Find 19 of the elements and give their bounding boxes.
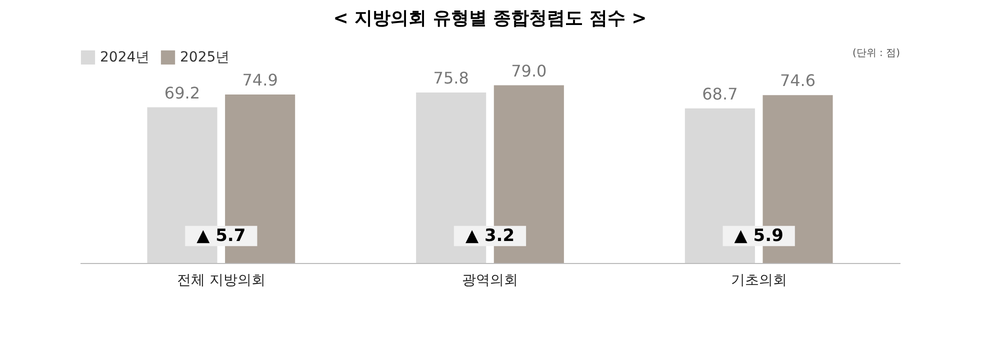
annotation: ▲ 3.2 (465, 226, 515, 246)
x-tick-label: 전체 지방의회 (176, 272, 266, 288)
data-label: 79.0 (511, 61, 547, 80)
text: (단위 : 점) (852, 48, 900, 59)
annotation: ▲ 5.7 (196, 226, 246, 246)
x-tick-label: 기초의회 (730, 272, 787, 288)
data-label: 69.2 (164, 83, 200, 102)
annotation: ▲ 5.9 (734, 226, 784, 246)
chart-title: < 지방의회 유형별 종합청렴도 점수 > (333, 8, 647, 29)
data-label: 68.7 (702, 84, 738, 104)
bar (147, 107, 218, 263)
data-label: 74.6 (780, 71, 816, 90)
bar (684, 108, 755, 263)
bar (416, 92, 486, 263)
data-label: 75.8 (433, 68, 469, 88)
legend-label: 2024년 (100, 49, 150, 66)
data-label: 74.9 (242, 70, 278, 90)
x-tick-label: 광역의회 (462, 272, 518, 288)
legend-label: 2025년 (180, 49, 230, 66)
